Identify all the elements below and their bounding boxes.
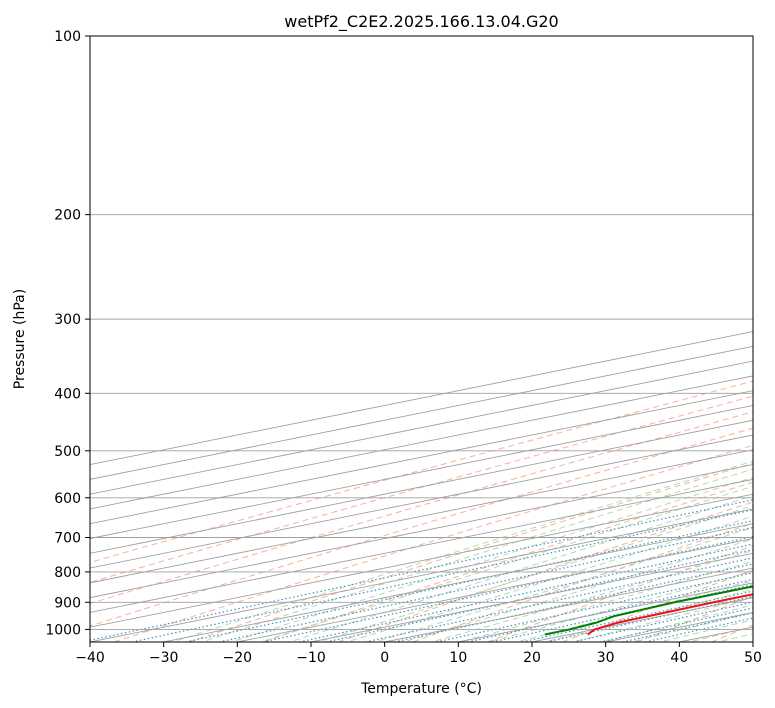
y-tick-label: 400 <box>54 386 81 402</box>
mixing-ratio-line <box>218 526 753 642</box>
dry-adiabat-line <box>90 380 753 563</box>
x-tick-label: −20 <box>223 650 253 666</box>
x-tick-label: 50 <box>744 650 762 666</box>
mixing-ratio-line <box>521 590 753 642</box>
dry-adiabat-line <box>90 395 753 583</box>
dewpoint-profile <box>544 585 753 636</box>
isotherm-grid-line <box>90 404 753 539</box>
x-tick-label: 20 <box>523 650 541 666</box>
y-tick-label: 300 <box>54 312 81 328</box>
moist-adiabat-line <box>200 468 753 642</box>
dry-adiabat-line <box>338 501 753 642</box>
x-tick-label: −10 <box>296 650 326 666</box>
mixing-ratio-line <box>436 572 753 642</box>
isotherm-grid-line <box>752 641 753 642</box>
dry-adiabat-line <box>412 522 753 642</box>
x-axis-title: Temperature (°C) <box>360 681 482 697</box>
chart-title: wetPf2_C2E2.2025.166.13.04.G20 <box>284 12 558 32</box>
isotherm-grid-line <box>90 390 753 525</box>
dry-adiabat-line <box>188 462 753 642</box>
dry-adiabat-line <box>562 569 753 642</box>
isotherm-grid-line <box>90 345 753 480</box>
isotherm-grid-line <box>90 360 753 495</box>
moist-adiabat-line <box>373 527 753 642</box>
moist-adiabat-line <box>687 626 753 642</box>
x-tick-label: 10 <box>449 650 467 666</box>
y-tick-label: 200 <box>54 208 81 224</box>
mixing-ratio-line <box>131 509 753 642</box>
isotherm-grid-line <box>90 419 753 554</box>
axes: −40 −30 −20 −10 0 10 20 30 40 50 100 200 300 400 500 60… <box>45 29 762 666</box>
isotherm-grid-line <box>90 478 753 613</box>
background-lines <box>90 36 753 642</box>
isotherm-grid-line <box>90 464 753 599</box>
y-tick-label: 600 <box>54 491 81 507</box>
isotherm-grid-line <box>90 375 753 510</box>
y-tick-label: 900 <box>54 595 81 611</box>
mixing-ratio-line <box>90 499 753 641</box>
y-tick-label: 800 <box>54 565 81 581</box>
dry-adiabat-line <box>487 545 753 642</box>
mixing-ratio-line <box>467 578 753 642</box>
isotherm-grid-line <box>90 493 753 628</box>
moist-adiabat-line <box>344 515 753 642</box>
isotherm-grid-line <box>90 508 753 642</box>
dry-adiabat-line <box>90 411 753 605</box>
moist-adiabat-line <box>457 560 753 642</box>
isotherm-grid-line <box>90 434 753 569</box>
y-tick-label: 1000 <box>45 622 81 638</box>
x-tick-label: 0 <box>380 650 389 666</box>
dry-adiabat-line <box>113 444 753 642</box>
dry-adiabat-line <box>90 427 753 627</box>
moist-adiabat-line <box>401 538 753 642</box>
y-tick-label: 500 <box>54 444 81 460</box>
dry-adiabat-line <box>711 624 753 642</box>
isotherm-grid-line <box>531 597 753 642</box>
dry-adiabat-line <box>636 595 753 642</box>
y-axis-title: Pressure (hPa) <box>12 289 28 389</box>
isotherm-grid-line <box>90 449 753 584</box>
mixing-ratio-line <box>185 520 753 642</box>
sounding-series <box>544 585 753 636</box>
isotherm-grid-line <box>90 331 753 466</box>
x-tick-label: −40 <box>75 650 105 666</box>
isotherm-grid-line <box>163 523 753 642</box>
moist-adiabat-line <box>170 460 753 642</box>
y-tick-label: 100 <box>54 29 81 45</box>
x-tick-label: 30 <box>597 650 615 666</box>
moist-adiabat-line <box>486 570 753 642</box>
x-tick-label: 40 <box>670 650 688 666</box>
isotherm-grid-line <box>237 538 753 642</box>
moist-adiabat-line <box>287 495 753 642</box>
isotherm-grid-line <box>679 626 753 642</box>
dry-adiabat-line <box>263 481 753 642</box>
mixing-ratio-line <box>299 543 753 642</box>
plot-frame <box>89 35 754 643</box>
temperature-profile <box>587 593 753 636</box>
x-tick-label: −30 <box>149 650 179 666</box>
moist-adiabat-line <box>258 485 753 642</box>
y-tick-label: 700 <box>54 531 81 547</box>
